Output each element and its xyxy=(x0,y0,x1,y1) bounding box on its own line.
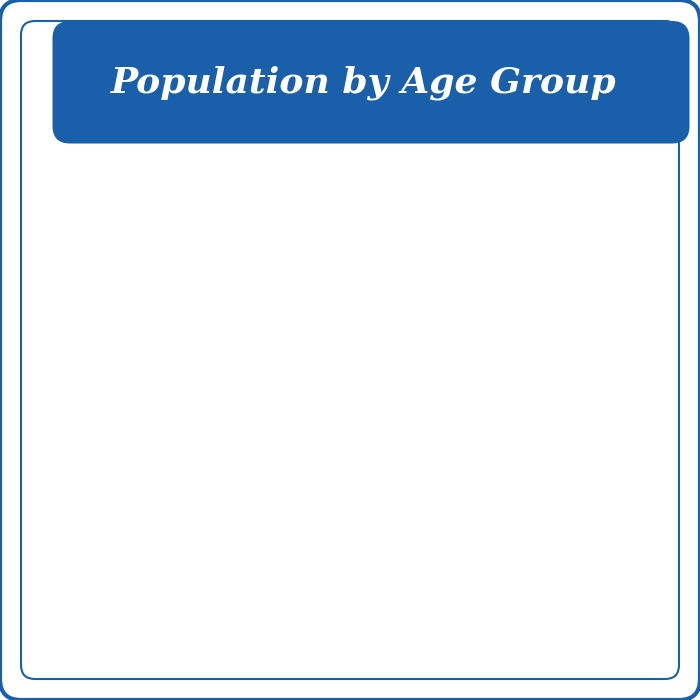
Wedge shape xyxy=(350,360,602,476)
Wedge shape xyxy=(114,206,350,413)
Wedge shape xyxy=(98,340,590,620)
Text: Ages 18-24,
9.0%: Ages 18-24, 9.0% xyxy=(469,396,594,438)
Text: Ages 25-64,
50.8%: Ages 25-64, 50.8% xyxy=(241,500,367,541)
Text: Population by Age Group: Population by Age Group xyxy=(111,65,617,100)
Text: Under Age 18,
20.9%: Under Age 18, 20.9% xyxy=(367,294,518,335)
Text: Ages 65 and
over, 19.2%: Ages 65 and over, 19.2% xyxy=(199,290,329,331)
Wedge shape xyxy=(350,206,594,413)
